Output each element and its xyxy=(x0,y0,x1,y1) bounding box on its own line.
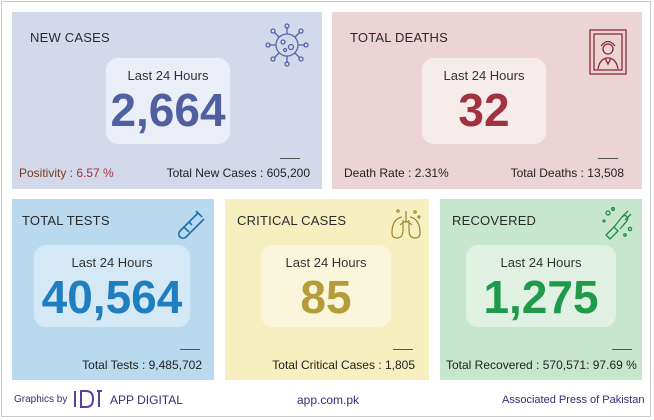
card-title: TOTAL DEATHS xyxy=(350,30,448,45)
period-label: Last 24 Hours xyxy=(71,255,153,270)
divider xyxy=(598,158,618,159)
positivity-rate: Positivity : 6.57 % xyxy=(19,166,114,180)
card-total-tests: TOTAL TESTS Last 24 Hours 40,564 Total T… xyxy=(12,199,214,380)
hand-sanitize-icon xyxy=(602,207,633,240)
virus-icon xyxy=(265,23,309,67)
stat-box: Last 24 Hours 32 xyxy=(422,58,546,144)
website-link[interactable]: app.com.pk xyxy=(297,393,360,407)
divider xyxy=(280,158,300,159)
death-rate: Death Rate : 2.31% xyxy=(344,166,449,180)
total-deaths: Total Deaths : 13,508 xyxy=(510,166,624,180)
card-title: RECOVERED xyxy=(452,213,537,228)
divider xyxy=(612,349,632,350)
card-critical-cases: CRITICAL CASES Last 24 Hours 85 Total Cr… xyxy=(225,199,429,380)
stat-value: 40,564 xyxy=(41,271,183,323)
card-title: NEW CASES xyxy=(30,30,110,45)
positivity-value: 6.57 % xyxy=(76,166,114,180)
card-title: TOTAL TESTS xyxy=(22,213,110,228)
card-total-deaths: TOTAL DEATHS Last 24 Hours 32 Death Rate… xyxy=(332,12,642,189)
agency-name: Associated Press of Pakistan xyxy=(502,394,645,406)
card-new-cases: NEW CASES Last 24 Hours 2,664 Positivity… xyxy=(12,12,322,189)
card-title: CRITICAL CASES xyxy=(237,213,347,228)
divider xyxy=(180,349,200,350)
stat-value: 2,664 xyxy=(110,84,226,136)
period-label: Last 24 Hours xyxy=(127,68,209,83)
lungs-icon xyxy=(391,209,421,239)
app-digital-logo xyxy=(74,390,102,408)
stat-value: 85 xyxy=(300,271,352,323)
stat-box: Last 24 Hours 1,275 xyxy=(466,245,616,327)
graphics-by-label: Graphics by xyxy=(14,394,68,405)
stat-box: Last 24 Hours 2,664 xyxy=(106,58,230,144)
total-recovered: Total Recovered : 570,571: 97.69 % xyxy=(446,358,637,372)
stat-box: Last 24 Hours 40,564 xyxy=(34,245,190,327)
stat-value: 32 xyxy=(458,84,510,136)
positivity-label: Positivity : xyxy=(19,166,77,180)
total-critical-cases: Total Critical Cases : 1,805 xyxy=(272,358,415,372)
period-label: Last 24 Hours xyxy=(285,255,367,270)
divider xyxy=(393,349,413,350)
brand-name: APP DIGITAL xyxy=(110,393,183,407)
portrait-frame-icon xyxy=(589,29,627,75)
period-label: Last 24 Hours xyxy=(500,255,582,270)
period-label: Last 24 Hours xyxy=(443,68,525,83)
test-tube-icon xyxy=(177,210,205,240)
stat-box: Last 24 Hours 85 xyxy=(261,245,391,327)
total-tests: Total Tests : 9,485,702 xyxy=(82,358,202,372)
card-recovered: RECOVERED Last 24 Hours 1,275 Total Reco… xyxy=(440,199,642,380)
stat-value: 1,275 xyxy=(483,271,599,323)
total-new-cases: Total New Cases : 605,200 xyxy=(166,166,310,180)
